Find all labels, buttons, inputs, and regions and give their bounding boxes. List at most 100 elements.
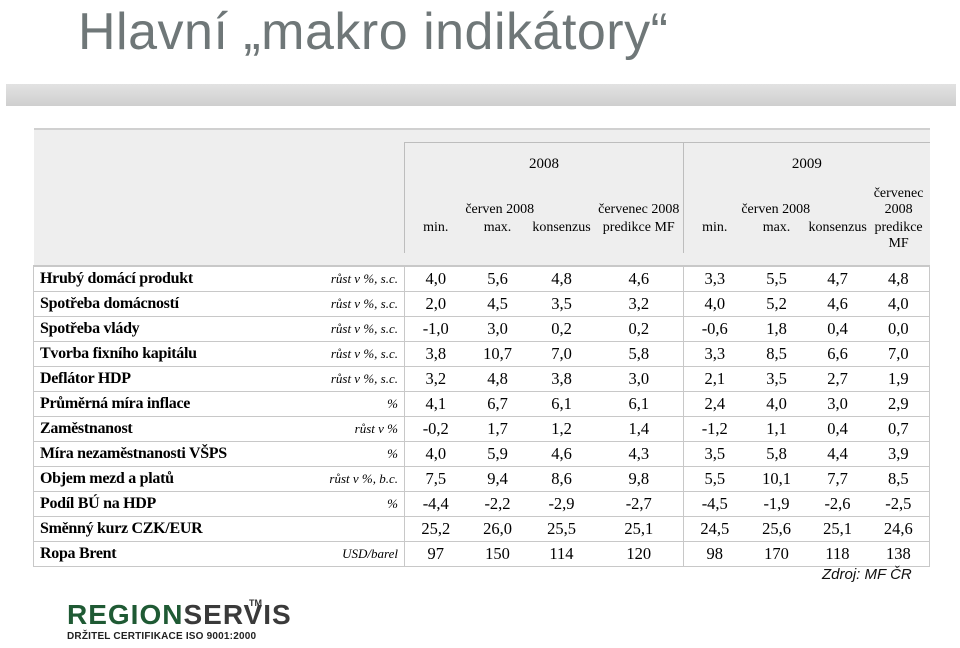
col-predikce-2008: predikce MF bbox=[594, 219, 684, 253]
table-row: Hrubý domácí produkt růst v %, s.c. 4,0 5,6… bbox=[33, 265, 931, 292]
value-cell: 24,6 bbox=[867, 516, 931, 542]
value-cell: 6,6 bbox=[807, 341, 868, 367]
row-unit: růst v %, s.c. bbox=[273, 366, 405, 392]
value-cell: 3,5 bbox=[683, 441, 746, 467]
row-unit: USD/barel bbox=[273, 541, 405, 567]
value-cell: -1,2 bbox=[683, 416, 746, 442]
value-cell: 2,0 bbox=[404, 291, 467, 317]
table-body: Hrubý domácí produkt růst v %, s.c. 4,0 5,6… bbox=[33, 265, 931, 567]
value-cell: -1,0 bbox=[404, 316, 467, 342]
indicators-table: 2008 2009 červen 2008 červenec 2008 červ… bbox=[33, 128, 931, 567]
value-cell: 1,2 bbox=[528, 416, 595, 442]
value-cell: -1,9 bbox=[745, 491, 808, 517]
table-row: Průměrná míra inflace% 4,1 6,7 6,1 6,1 2,4 4,0… bbox=[33, 391, 931, 417]
value-cell: 3,8 bbox=[528, 366, 595, 392]
value-cell: 25,1 bbox=[807, 516, 868, 542]
value-cell: 6,1 bbox=[528, 391, 595, 417]
value-cell: 97 bbox=[404, 541, 467, 567]
value-cell: 4,4 bbox=[807, 441, 868, 467]
value-cell: -2,6 bbox=[807, 491, 868, 517]
value-cell: 3,0 bbox=[807, 391, 868, 417]
col-max-2008: max. bbox=[466, 219, 529, 253]
row-unit bbox=[273, 516, 405, 542]
value-cell: -4,4 bbox=[404, 491, 467, 517]
value-cell: 6,1 bbox=[594, 391, 684, 417]
row-label: Zaměstnanost bbox=[33, 416, 274, 442]
value-cell: 5,8 bbox=[745, 441, 808, 467]
table-row: Objem mezd a platů růst v %, b.c. 7,5 9,4 8,… bbox=[33, 466, 931, 492]
value-cell: 4,0 bbox=[867, 291, 931, 317]
value-cell: 25,1 bbox=[594, 516, 684, 542]
value-cell: 7,7 bbox=[807, 466, 868, 492]
col-min-2009: min. bbox=[683, 219, 746, 253]
value-cell: 2,1 bbox=[683, 366, 746, 392]
value-cell: 3,2 bbox=[594, 291, 684, 317]
col-predikce-2009: predikce MF bbox=[867, 219, 930, 253]
logo-trademark: TM bbox=[249, 598, 262, 608]
row-unit: růst v %, s.c. bbox=[273, 291, 405, 317]
value-cell: 5,5 bbox=[683, 466, 746, 492]
row-label: Míra nezaměstnanosti VŠPS bbox=[33, 441, 274, 467]
table-header: 2008 2009 červen 2008 červenec 2008 červ… bbox=[33, 128, 930, 266]
value-cell: 4,6 bbox=[807, 291, 868, 317]
value-cell: 4,3 bbox=[594, 441, 684, 467]
table-row: Deflátor HDP růst v %, s.c. 3,2 4,8 3,8 3,0 2,… bbox=[33, 366, 931, 392]
col-konsenzus-2008: konsenzus bbox=[528, 219, 595, 253]
table-row: Podíl BÚ na HDP% -4,4 -2,2 -2,9 -2,7 -4,5 -1,9… bbox=[33, 491, 931, 517]
row-unit: % bbox=[273, 391, 405, 417]
value-cell: 6,7 bbox=[466, 391, 529, 417]
table-row: Spotřeba domácností růst v %, s.c. 2,0 4,5 3… bbox=[33, 291, 931, 317]
value-cell: 3,3 bbox=[683, 341, 746, 367]
row-label: Ropa Brent bbox=[33, 541, 274, 567]
row-unit: % bbox=[273, 491, 405, 517]
value-cell: 4,8 bbox=[466, 366, 529, 392]
row-label: Objem mezd a platů bbox=[33, 466, 274, 492]
value-cell: 0,7 bbox=[867, 416, 931, 442]
value-cell: 4,8 bbox=[867, 265, 931, 292]
value-cell: 4,0 bbox=[745, 391, 808, 417]
value-cell: 2,7 bbox=[807, 366, 868, 392]
col-konsenzus-2009: konsenzus bbox=[807, 219, 868, 253]
value-cell: 3,5 bbox=[745, 366, 808, 392]
row-unit: růst v %, b.c. bbox=[273, 466, 405, 492]
regionservis-logo: REGIONSERVIS TM DRŽITEL CERTIFIKACE ISO … bbox=[67, 598, 291, 644]
row-label: Deflátor HDP bbox=[33, 366, 274, 392]
value-cell: 5,5 bbox=[745, 265, 808, 292]
title-underline-bar bbox=[6, 84, 956, 106]
value-cell: 0,4 bbox=[807, 316, 868, 342]
table-row: Spotřeba vlády růst v %, s.c. -1,0 3,0 0,2 0,… bbox=[33, 316, 931, 342]
value-cell: 5,8 bbox=[594, 341, 684, 367]
row-label: Spotřeba domácností bbox=[33, 291, 274, 317]
year-2008-header: 2008 bbox=[404, 142, 684, 185]
value-cell: 0,0 bbox=[867, 316, 931, 342]
value-cell: -2,7 bbox=[594, 491, 684, 517]
value-cell: 9,4 bbox=[466, 466, 529, 492]
row-label: Hrubý domácí produkt bbox=[33, 265, 274, 292]
value-cell: 118 bbox=[807, 541, 868, 567]
table-row: Míra nezaměstnanosti VŠPS% 4,0 5,9 4,6 4,3 3,… bbox=[33, 441, 931, 467]
value-cell: 0,2 bbox=[594, 316, 684, 342]
value-cell: 138 bbox=[867, 541, 931, 567]
value-cell: 25,2 bbox=[404, 516, 467, 542]
row-unit: růst v %, s.c. bbox=[273, 341, 405, 367]
group-label-2009-jul: červenec 2008 bbox=[867, 185, 930, 219]
table-row: Tvorba fixního kapitálu růst v %, s.c. 3,8… bbox=[33, 341, 931, 367]
value-cell: 1,4 bbox=[594, 416, 684, 442]
value-cell: 0,2 bbox=[528, 316, 595, 342]
group-label-2008-jul: červenec 2008 bbox=[594, 185, 684, 219]
value-cell: -0,2 bbox=[404, 416, 467, 442]
row-unit: růst v %, s.c. bbox=[273, 316, 405, 342]
value-cell: -2,2 bbox=[466, 491, 529, 517]
row-unit: růst v %, s.c. bbox=[273, 265, 405, 292]
value-cell: 1,9 bbox=[867, 366, 931, 392]
value-cell: 4,6 bbox=[528, 441, 595, 467]
year-2009-header: 2009 bbox=[682, 142, 930, 185]
value-cell: -0,6 bbox=[683, 316, 746, 342]
value-cell: 3,2 bbox=[404, 366, 467, 392]
group-label-2008-jun: červen 2008 bbox=[404, 185, 595, 219]
value-cell: 8,5 bbox=[867, 466, 931, 492]
value-cell: 5,9 bbox=[466, 441, 529, 467]
value-cell: 4,0 bbox=[404, 265, 467, 292]
value-cell: 3,3 bbox=[683, 265, 746, 292]
value-cell: 3,0 bbox=[466, 316, 529, 342]
